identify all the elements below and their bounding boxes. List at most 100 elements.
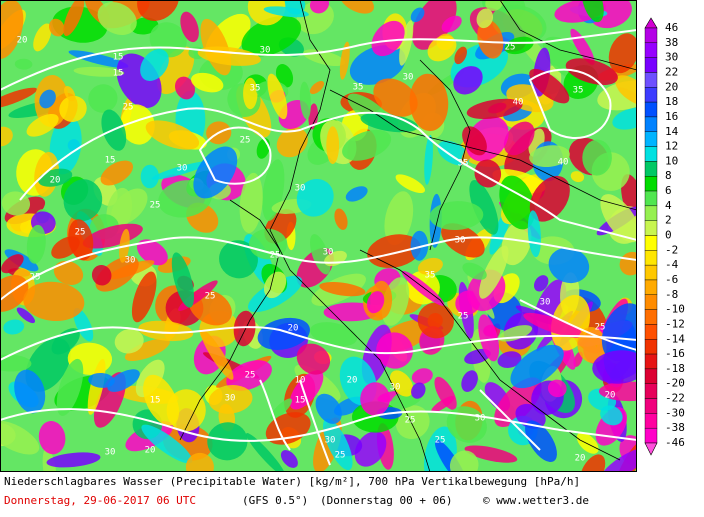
field-patch [48,18,65,37]
field-patch [107,369,140,392]
field-patch [525,420,557,462]
field-patch [257,317,310,350]
field-patch [299,81,311,120]
colorbar-segment [644,87,658,103]
field-patch [427,35,457,62]
field-patch [296,343,331,375]
map: 20 15 25 15 30 35 25 30 15 25 30 25 20 25 30 40 35 40 35 25… [0,0,637,472]
contour-label: 30 [403,73,414,83]
field-patch [270,398,292,420]
field-patch [581,0,604,23]
colorbar-label: -38 [665,421,685,434]
field-patch [600,405,623,426]
field-patch [88,372,115,388]
field-patch [140,49,169,81]
field-patch [151,161,210,180]
field-patch [461,370,478,392]
contour-label: 35 [425,271,436,281]
field-patch [280,450,298,468]
field-patch [373,78,418,117]
field-patch [26,224,46,264]
field-patch [208,385,253,414]
field-patch [376,332,413,369]
colorbar-label: 10 [665,154,678,167]
footer-model: (GFS 0.5°) [242,494,308,507]
colorbar-segment [644,339,658,355]
colorbar-segment [644,235,658,251]
field-patch [503,121,535,156]
field-patch [145,120,200,150]
field-patch [529,145,570,168]
colorbar-label: -10 [665,303,685,316]
colorbar-segment [644,398,658,414]
colorbar-segment [644,190,658,207]
contour-label: 35 [250,84,261,94]
contour-label: 40 [558,158,569,168]
field-patch [190,72,224,93]
contour-label: 25 [435,436,446,446]
field-patch [453,66,483,95]
field-patch [14,369,46,414]
field-patch [410,230,429,261]
field-patch [64,86,76,102]
field-patch [130,17,159,35]
field-patch [547,379,567,398]
field-patch [33,23,52,52]
colorbar-segment [644,42,658,58]
contour-label: 30 [177,164,188,174]
colorbar-label: 6 [665,184,672,197]
field-patch [111,188,148,225]
contour-label: 15 [150,396,161,406]
colorbar-label: 38 [665,36,678,49]
field-patch [510,344,564,389]
field-patch [131,271,157,323]
contour-label: 20 [605,391,616,401]
field-patch [309,0,330,14]
field-patch [23,281,85,322]
field-patch [53,260,84,285]
footer-title: Niederschlagbares Wasser (Precipitable W… [4,475,580,488]
contour-label: 25 [30,273,41,283]
field-patch [39,89,56,109]
field-patch [141,424,193,464]
contour-label: 25 [335,451,346,461]
contour-label: 20 [50,176,61,186]
field-patch [138,320,194,342]
field-patch [3,319,25,335]
field-patch [548,247,590,284]
colorbar-label: 0 [665,229,672,242]
field-patch [441,223,485,258]
contour-label: 15 [113,53,124,63]
field-patch [16,307,36,324]
colorbar-label: 30 [665,51,678,64]
field-patch [476,8,494,29]
colorbar-segment [644,264,658,281]
field-patch [1,254,24,274]
colorbar-label: 18 [665,95,678,108]
colorbar-label: -20 [665,377,685,390]
contour-label: 30 [325,436,336,446]
field-patch [326,126,340,165]
field-patch [612,107,637,130]
field-patch [527,210,541,258]
field-patch [51,328,80,355]
field-patch [309,80,325,95]
field-patch [246,433,286,472]
field-patch [366,291,385,314]
field-patch [0,354,32,372]
colorbar-segment [644,131,658,147]
contour-label: 40 [513,98,524,108]
field-patch [497,351,522,368]
contour-label: 30 [125,256,136,266]
field-patch [56,358,84,416]
field-patch [0,87,38,110]
field-patch [462,262,487,280]
contour-label: 20 [288,324,299,334]
field-patch [478,314,500,362]
field-patch [0,420,40,455]
field-patch [185,452,214,472]
field-patch [63,0,85,37]
contour-label: 25 [595,323,606,333]
field-patch [417,257,443,275]
